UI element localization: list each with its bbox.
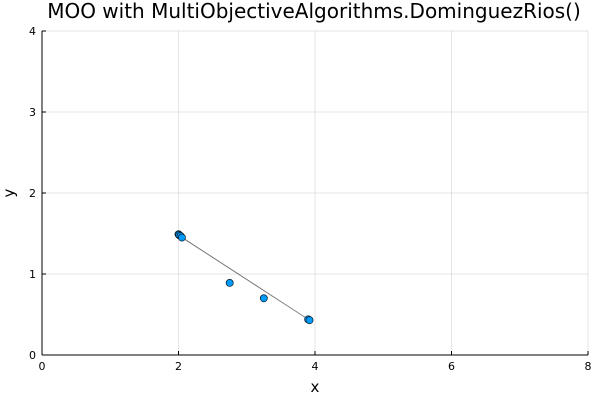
y-tick-label: 0 (29, 349, 36, 362)
x-axis-ticks: 0 2 4 6 8 (39, 351, 592, 373)
x-tick-label: 4 (312, 360, 319, 373)
y-tick-label: 4 (29, 25, 36, 38)
data-points-layer (174, 230, 314, 325)
data-point (305, 316, 314, 325)
data-point (259, 294, 268, 303)
fill-region-layer (178, 234, 310, 321)
fill-region (178, 234, 310, 321)
x-tick-label: 6 (448, 360, 455, 373)
y-axis-ticks: 0 1 2 3 4 (29, 25, 46, 362)
y-axis-label: y (0, 188, 18, 197)
x-axis-label: x (311, 378, 320, 396)
x-tick-label: 2 (175, 360, 182, 373)
x-tick-label: 0 (39, 360, 46, 373)
data-point (178, 233, 186, 242)
grid-lines (42, 30, 589, 355)
y-tick-label: 2 (29, 187, 36, 200)
data-point (225, 279, 234, 287)
y-tick-label: 3 (29, 106, 36, 119)
chart-title: MOO with MultiObjectiveAlgorithms.Doming… (47, 0, 581, 23)
y-tick-label: 1 (29, 268, 36, 281)
x-tick-label: 8 (585, 360, 592, 373)
